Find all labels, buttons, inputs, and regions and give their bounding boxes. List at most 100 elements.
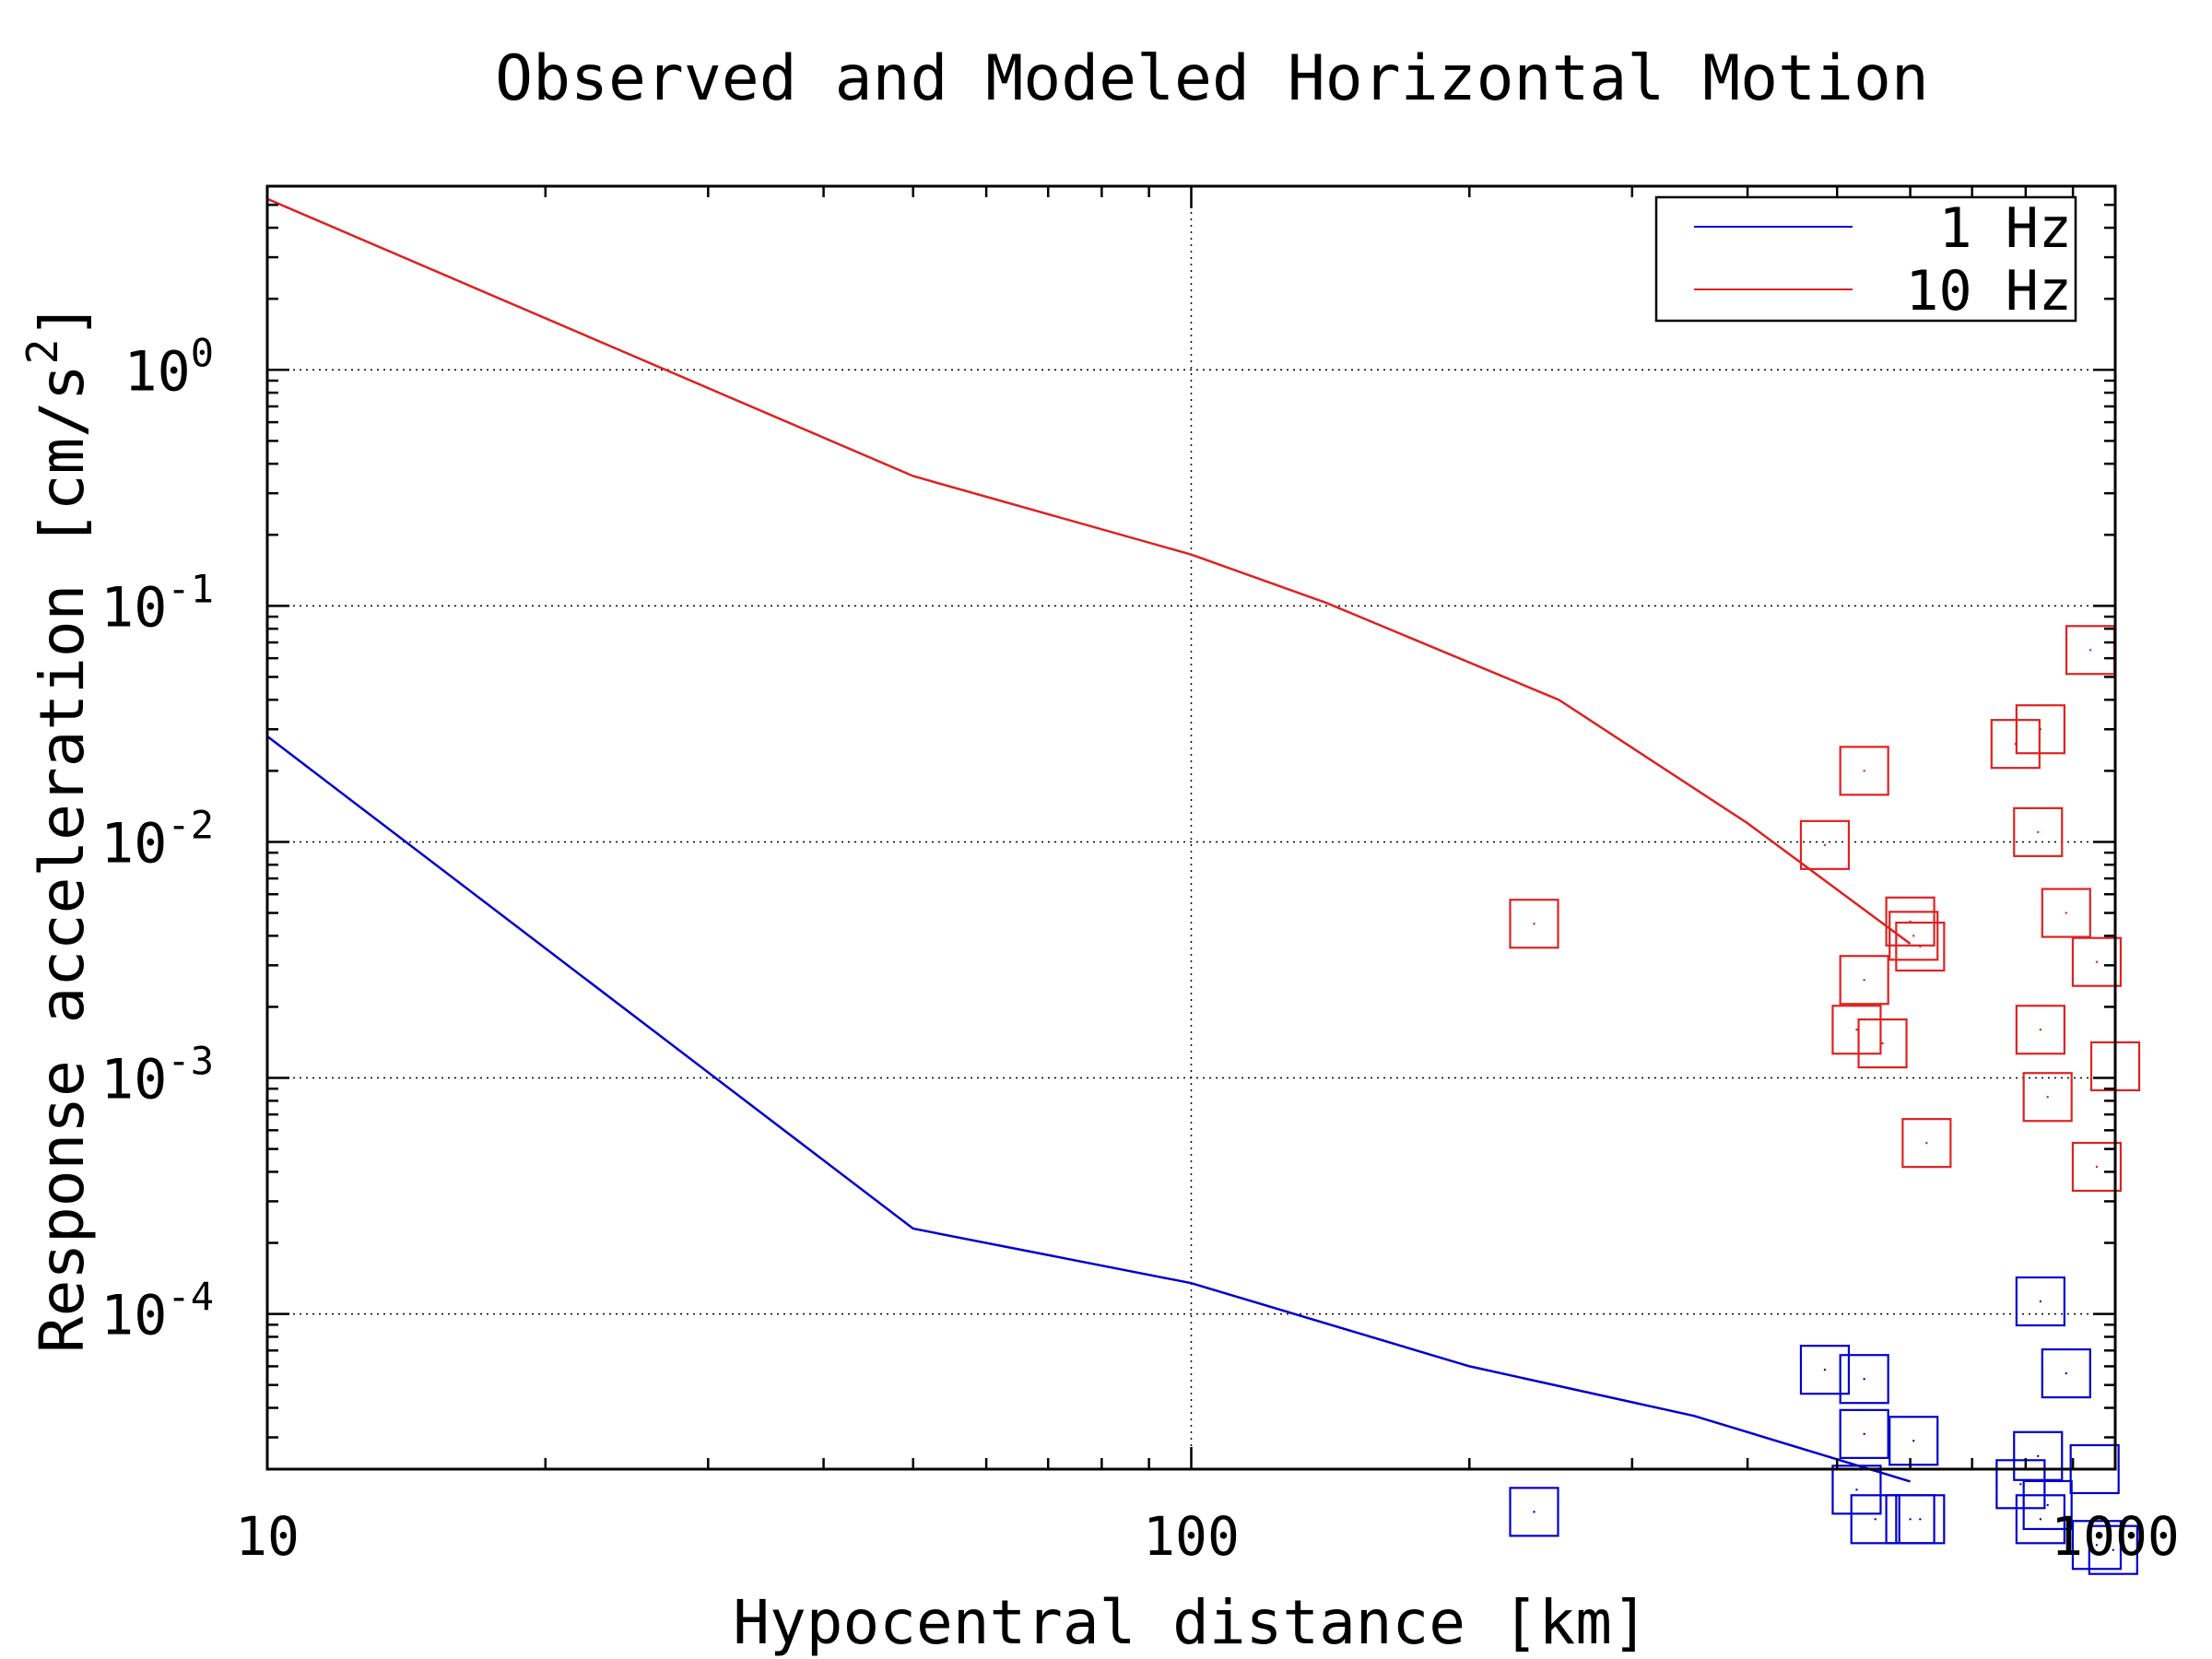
- x-tick-label: 1000: [2051, 1505, 2180, 1568]
- y-tick-label: 100: [124, 330, 214, 404]
- y-tick-label: 10-3: [100, 1039, 214, 1112]
- observed-marker-series-1: [2071, 936, 2123, 987]
- x-tick-label: 10: [235, 1505, 300, 1568]
- model-line-series-1: [266, 197, 1912, 946]
- observed-marker-series-0: [2013, 1430, 2064, 1481]
- observed-marker-series-0: [1895, 1494, 1946, 1545]
- observed-marker-dot-series-0: [2046, 1503, 2049, 1507]
- observed-marker-dot-series-1: [1533, 923, 1535, 925]
- observed-marker-dot-series-0: [2095, 1544, 2099, 1547]
- observed-marker-dot-series-1: [2037, 830, 2040, 834]
- legend-label-1hz: 1 Hz: [1939, 196, 2073, 261]
- y-tick-label-exponent: 0: [191, 330, 214, 375]
- y-axis-label: Response acceleration [cm/s2]: [18, 302, 98, 1353]
- observed-marker-dot-series-0: [1919, 1518, 1922, 1521]
- observed-marker-dot-series-1: [1855, 1029, 1858, 1031]
- observed-marker-dot-series-1: [1919, 945, 1922, 948]
- observed-marker-series-0: [1831, 1465, 1882, 1515]
- y-axis-label-superscript: 2: [18, 339, 67, 365]
- observed-marker-series-1: [2041, 888, 2091, 938]
- observed-marker-dot-series-0: [1863, 1432, 1865, 1436]
- observed-marker-dot-series-1: [2095, 960, 2099, 963]
- y-tick-label-exponent: -1: [167, 566, 214, 611]
- y-tick-label-base: 10: [100, 1048, 167, 1112]
- observed-marker-dot-series-0: [1874, 1518, 1877, 1521]
- observed-marker-series-0: [1799, 1345, 1851, 1395]
- y-axis-label-close: ]: [27, 302, 98, 339]
- observed-marker-series-1: [2015, 704, 2065, 755]
- observed-marker-dot-series-1: [1881, 1041, 1884, 1045]
- y-tick-label-exponent: -2: [167, 802, 214, 847]
- observed-marker-dot-series-1: [2039, 1029, 2042, 1031]
- legend: 1 Hz 10 Hz: [1654, 195, 2077, 324]
- observed-marker-series-1: [1901, 1118, 1952, 1169]
- observed-marker-dot-series-0: [1863, 1378, 1865, 1381]
- observed-marker-dot-series-0: [2065, 1371, 2068, 1375]
- y-axis-label-text: Response acceleration [cm/s: [27, 364, 98, 1353]
- observed-marker-series-1: [2015, 1005, 2065, 1055]
- observed-marker-dot-series-1: [1925, 1141, 1928, 1145]
- y-tick-label-exponent: -3: [167, 1039, 214, 1084]
- observed-marker-dot-series-1: [2095, 1165, 2099, 1169]
- observed-marker-series-0: [2022, 1479, 2073, 1531]
- y-tick-label-base: 10: [124, 339, 190, 404]
- observed-marker-series-1: [1509, 899, 1559, 949]
- observed-marker-series-0: [1839, 1354, 1889, 1405]
- observed-marker-series-0: [1509, 1487, 1559, 1537]
- chart-title: Observed and Modeled Horizontal Motion: [495, 42, 1929, 115]
- observed-marker-series-0: [2088, 1524, 2138, 1575]
- observed-marker-series-1: [1885, 896, 1936, 947]
- observed-marker-series-1: [2013, 806, 2064, 857]
- observed-marker-series-1: [2071, 1141, 2123, 1193]
- observed-marker-dot-series-0: [2039, 1300, 2042, 1303]
- y-tick-label: 10-2: [100, 802, 214, 876]
- observed-marker-series-1: [2022, 1072, 2073, 1123]
- observed-marker-dot-series-1: [2046, 1096, 2049, 1099]
- observed-marker-dot-series-1: [2039, 728, 2042, 731]
- axis-ticks: [265, 184, 2115, 1469]
- observed-marker-series-0: [1839, 1408, 1889, 1459]
- observed-marker-dot-series-0: [2112, 1548, 2115, 1551]
- observed-marker-series-0: [1850, 1494, 1900, 1545]
- legend-box: [1654, 195, 2077, 323]
- observed-marker-series-0: [1888, 1416, 1939, 1466]
- observed-marker-series-0: [1995, 1459, 2046, 1510]
- observed-marker-series-1: [1895, 921, 1946, 972]
- model-line-series-0: [266, 735, 1911, 1483]
- observed-marker-dot-series-0: [1912, 1440, 1915, 1442]
- y-tick-label: 10-1: [100, 566, 214, 640]
- y-tick-label-base: 10: [100, 811, 167, 876]
- observed-marker-dot-series-0: [1823, 1368, 1827, 1371]
- observed-marker-dot-series-1: [1912, 935, 1915, 937]
- legend-label-10hz: 10 Hz: [1905, 259, 2072, 324]
- observed-marker-dot-series-0: [1909, 1518, 1912, 1521]
- observed-marker-dot-series-0: [2037, 1454, 2040, 1457]
- observed-markers: [1509, 625, 2141, 1575]
- observed-marker-dot-series-0: [2039, 1518, 2042, 1521]
- observed-marker-series-0: [2015, 1494, 2065, 1545]
- observed-marker-series-1: [1857, 1018, 1908, 1069]
- observed-marker-dot-series-1: [2065, 912, 2068, 914]
- observed-marker-dot-series-1: [1863, 770, 1865, 772]
- observed-marker-series-0: [2015, 1276, 2065, 1327]
- observed-marker-series-1: [1839, 746, 1889, 796]
- observed-marker-series-1: [1831, 1005, 1882, 1055]
- observed-marker-dot-series-0: [2019, 1483, 2022, 1486]
- observed-marker-series-1: [1839, 955, 1889, 1006]
- observed-marker-dot-series-1: [1823, 843, 1827, 847]
- observed-marker-dot-series-1: [2088, 649, 2092, 652]
- y-tick-label: 10-4: [100, 1275, 214, 1348]
- y-tick-label-base: 10: [100, 1284, 167, 1348]
- observed-marker-series-1: [1799, 819, 1851, 870]
- grid-lines: [267, 186, 2115, 1469]
- observed-marker-series-0: [2071, 1520, 2123, 1571]
- model-lines: [266, 197, 1912, 1483]
- y-tick-label-base: 10: [100, 575, 167, 640]
- x-tick-labels: 10 100 1000: [235, 1505, 2180, 1568]
- x-axis-label: Hypocentral distance [km]: [733, 1587, 1648, 1658]
- observed-marker-series-1: [1888, 911, 1939, 961]
- observed-marker-dot-series-0: [1533, 1511, 1535, 1513]
- observed-marker-dot-series-0: [1855, 1488, 1858, 1491]
